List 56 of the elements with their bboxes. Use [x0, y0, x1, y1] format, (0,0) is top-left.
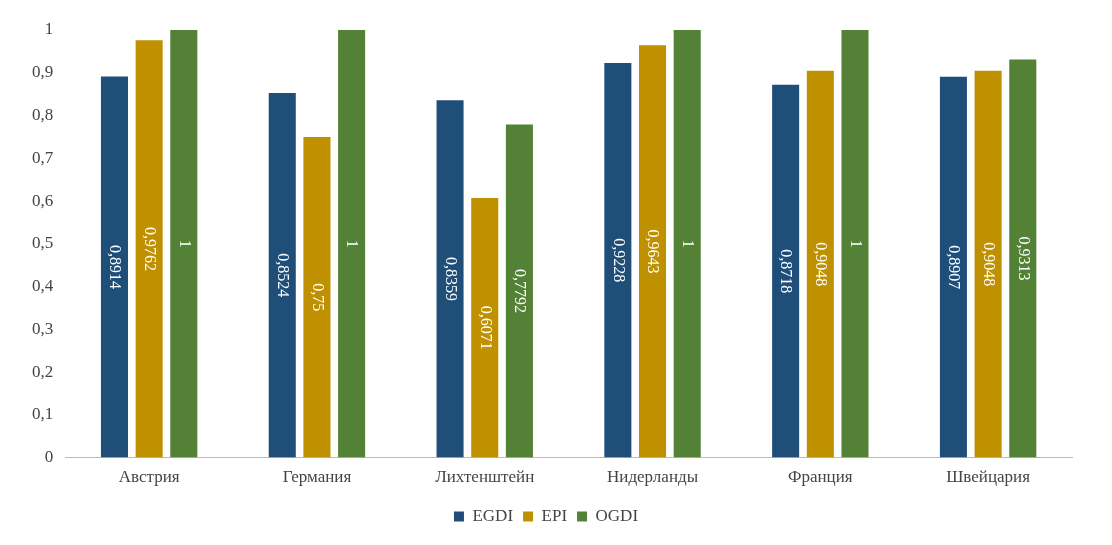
bar — [170, 30, 198, 458]
legend-label: EPI — [541, 505, 568, 525]
x-tick-label: Нидерланды — [607, 467, 699, 487]
data-label: 0,8914 — [107, 245, 125, 290]
bar — [1009, 59, 1037, 458]
data-label: 0,9048 — [980, 242, 998, 287]
data-label: 0,7792 — [512, 269, 530, 314]
y-tick-label: 0,8 — [32, 104, 54, 124]
bar — [974, 70, 1002, 458]
data-label: 0,9762 — [141, 226, 159, 271]
data-label: 0,8524 — [275, 253, 293, 298]
y-tick-label: 0,6 — [32, 190, 54, 210]
y-tick-label: 0,2 — [32, 361, 54, 381]
bar — [505, 124, 533, 458]
bar — [471, 198, 499, 458]
bar — [436, 100, 464, 458]
y-tick-label: 0,4 — [32, 276, 54, 296]
x-tick-label: Швейцария — [946, 467, 1031, 487]
data-label: 1 — [344, 239, 362, 248]
bar — [772, 84, 800, 458]
bar — [841, 30, 869, 458]
y-tick-label: 0,9 — [32, 62, 54, 82]
bar — [604, 63, 632, 458]
bar — [268, 93, 296, 458]
y-tick-label: 0,3 — [32, 318, 54, 338]
data-label: 1 — [176, 239, 194, 248]
bar — [639, 45, 667, 458]
bar — [338, 30, 366, 458]
x-tick-label: Германия — [282, 467, 352, 487]
x-tick-label: Лихтенштейн — [435, 467, 535, 487]
y-tick-label: 0,7 — [32, 147, 54, 167]
data-label: 0,9313 — [1015, 236, 1033, 281]
x-tick-label: Австрия — [118, 467, 180, 487]
legend-label: EGDI — [472, 505, 514, 525]
bar — [939, 76, 967, 458]
legend-label: OGDI — [595, 505, 639, 525]
bar — [135, 40, 163, 458]
bar — [303, 136, 331, 458]
data-label: 0,75 — [309, 283, 327, 312]
data-label: 1 — [847, 239, 865, 248]
y-tick-label: 0,1 — [32, 404, 54, 424]
y-tick-label: 1 — [44, 19, 54, 39]
data-label: 0,8907 — [946, 245, 964, 290]
data-label: 0,8718 — [778, 249, 796, 294]
x-tick-label: Франция — [788, 467, 853, 487]
data-label: 0,9048 — [813, 242, 831, 287]
data-label: 0,8359 — [442, 256, 460, 301]
bar — [673, 30, 701, 458]
data-label: 0,9228 — [610, 238, 628, 283]
bar — [100, 76, 128, 458]
data-label: 1 — [679, 239, 697, 248]
y-tick-label: 0,5 — [32, 233, 54, 253]
data-label: 0,9643 — [645, 229, 663, 274]
bar — [806, 70, 834, 458]
y-tick-label: 0 — [44, 447, 54, 467]
data-label: 0,6071 — [477, 305, 495, 350]
